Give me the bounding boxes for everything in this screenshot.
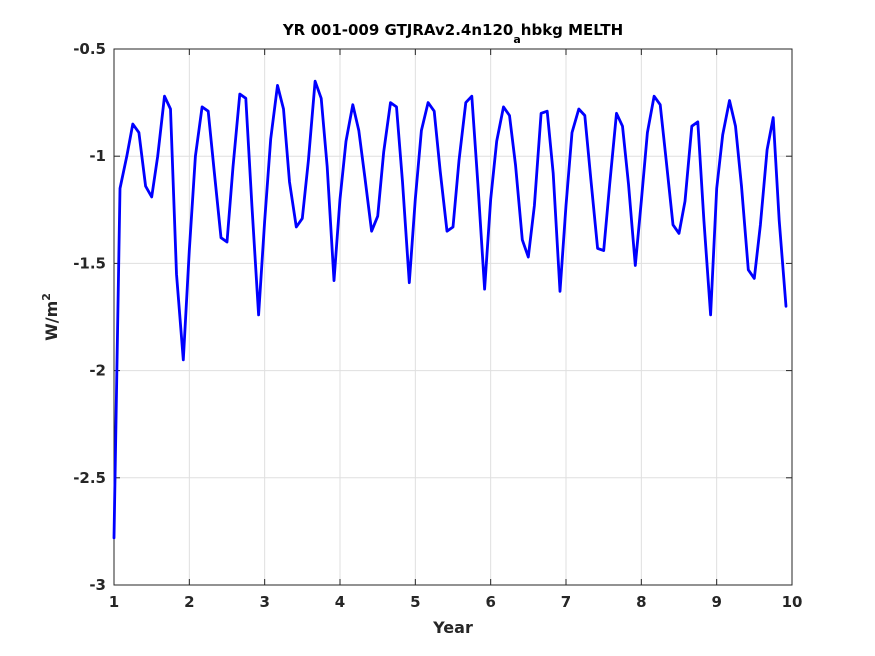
x-axis-title: Year xyxy=(432,618,473,637)
y-axis-title: W/m2 xyxy=(40,293,61,341)
chart-title: YR 001-009 GTJRAv2.4n120ahbkg MELTH xyxy=(282,21,623,46)
plot-area xyxy=(114,49,792,585)
x-tick-label: 6 xyxy=(485,593,495,611)
plot-frame xyxy=(113,48,793,586)
y-tick-label: -3 xyxy=(89,576,106,594)
y-tick-label: -0.5 xyxy=(73,40,106,58)
y-axis-title-base: W/m xyxy=(42,301,61,341)
y-tick-label: -2.5 xyxy=(73,469,106,487)
x-tick-label: 1 xyxy=(109,593,119,611)
x-tick-label: 8 xyxy=(636,593,646,611)
chart-title-subscript: a xyxy=(513,33,520,46)
chart-title-rest: hbkg MELTH xyxy=(521,21,623,39)
axis-ticks xyxy=(113,48,793,586)
y-tick-label: -1 xyxy=(89,147,106,165)
y-axis-title-superscript: 2 xyxy=(40,293,53,301)
chart-title-main: YR 001-009 GTJRAv2.4n120 xyxy=(282,21,514,39)
tick-labels: 1 2 3 4 5 6 7 8 9 10 -3 -2.5 -2 -1.5 -1 -0.5 xyxy=(73,40,802,611)
x-tick-label: 7 xyxy=(561,593,571,611)
x-tick-label: 4 xyxy=(335,593,345,611)
y-tick-label: -2 xyxy=(89,362,106,380)
series-line xyxy=(112,79,788,540)
x-tick-label: 2 xyxy=(184,593,194,611)
y-tick-label: -1.5 xyxy=(73,254,106,272)
x-tick-label: 9 xyxy=(711,593,721,611)
x-tick-label: 10 xyxy=(782,593,803,611)
x-tick-label: 3 xyxy=(259,593,269,611)
x-tick-label: 5 xyxy=(410,593,420,611)
